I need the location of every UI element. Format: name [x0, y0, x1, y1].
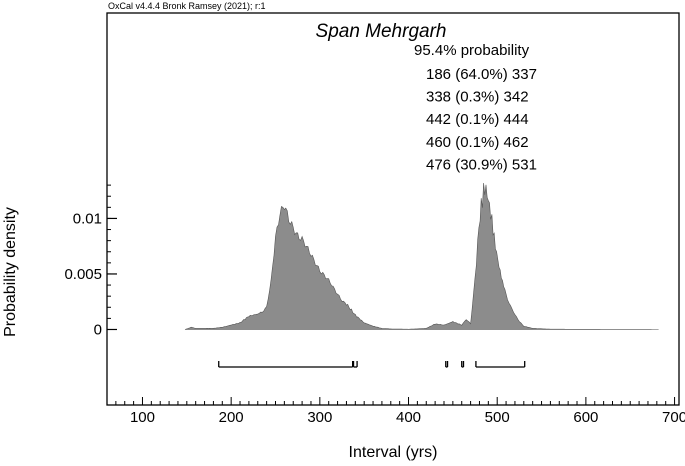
y-tick-label: 0.005	[64, 266, 102, 283]
hpd-range-bars	[218, 361, 526, 368]
probability-label: 95.4% probability	[414, 42, 530, 59]
x-tick-label: 600	[573, 409, 598, 426]
hpd-range-bar	[352, 361, 358, 368]
y-tick-label: 0.01	[73, 210, 102, 227]
y-axis-label: Probability density	[2, 207, 19, 337]
y-tick-label: 0	[94, 321, 102, 338]
x-tick-label: 700	[662, 409, 685, 426]
range-percent: (0.1%)	[451, 111, 499, 128]
x-tick-label: 500	[485, 409, 510, 426]
hpd-range-bar	[218, 361, 354, 368]
hpd-range-bar	[461, 361, 465, 368]
x-tick-label: 300	[307, 409, 332, 426]
range-text: 338 (0.3%) 342	[426, 89, 529, 106]
software-version-label: OxCal v4.4.4 Bronk Ramsey (2021); r:1	[108, 1, 266, 11]
range-percent: (64.0%)	[451, 66, 508, 83]
range-list: 186 (64.0%) 337 338 (0.3%) 342 442 (0.1%) …	[426, 66, 537, 173]
range-from: 186	[426, 66, 451, 83]
x-tick-label: 200	[219, 409, 244, 426]
range-text: 186 (64.0%) 337	[426, 66, 537, 83]
range-percent: (0.3%)	[451, 89, 499, 106]
range-text: 460 (0.1%) 462	[426, 134, 529, 151]
range-from: 460	[426, 134, 451, 151]
y-axis: 0 0.005 0.01	[64, 184, 117, 338]
range-from: 338	[426, 89, 451, 106]
plot-frame	[106, 12, 680, 406]
x-tick-label: 100	[130, 409, 155, 426]
range-to: 342	[499, 89, 528, 106]
range-percent: (30.9%)	[451, 156, 508, 173]
range-to: 444	[499, 111, 528, 128]
hpd-range-bar	[475, 361, 526, 368]
range-to: 462	[499, 134, 528, 151]
range-to: 531	[508, 156, 537, 173]
hpd-range-bar	[445, 361, 449, 368]
range-to: 337	[508, 66, 537, 83]
chart-title: Span Mehrgarh	[316, 21, 447, 42]
x-axis: 100 200 300 400 500 600 700	[115, 397, 685, 426]
x-axis-label: Interval (yrs)	[349, 444, 438, 461]
range-text: 476 (30.9%) 531	[426, 156, 537, 173]
range-from: 476	[426, 156, 451, 173]
x-tick-label: 400	[396, 409, 421, 426]
range-percent: (0.1%)	[451, 134, 499, 151]
density-area	[184, 182, 659, 330]
range-from: 442	[426, 111, 451, 128]
range-text: 442 (0.1%) 444	[426, 111, 529, 128]
